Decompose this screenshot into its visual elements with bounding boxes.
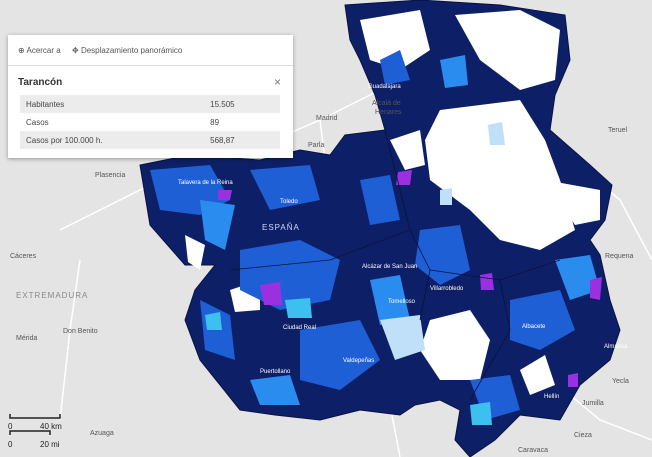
- popup-title: Tarancón: [18, 77, 63, 88]
- place-label: Hellín: [544, 394, 559, 400]
- place-label: Mérida: [16, 335, 38, 342]
- country-label: ESPAÑA: [262, 223, 300, 232]
- place-label: Yecla: [612, 378, 629, 385]
- place-label: Cieza: [574, 432, 592, 439]
- field-value: 15.505: [204, 95, 280, 113]
- close-button[interactable]: ×: [274, 75, 282, 89]
- place-label: Albacete: [522, 324, 546, 330]
- place-label: Parla: [308, 142, 324, 149]
- scale-label: 20 mi: [40, 440, 60, 449]
- place-label: Madrid: [316, 115, 338, 122]
- field-name: Habitantes: [20, 95, 205, 113]
- place-label: Azuaga: [90, 430, 114, 437]
- field-name: Casos: [26, 117, 49, 127]
- province-borders: [229, 129, 561, 401]
- place-label: Puertollano: [260, 369, 291, 375]
- place-label: Guadalajara: [368, 84, 401, 90]
- place-label: Villarrobledo: [430, 286, 464, 292]
- place-label: Caravaca: [518, 447, 548, 454]
- popup: ⊕ Acercar a ✥ Desplazamiento panorámico …: [8, 35, 293, 158]
- scale-bar: [9, 414, 61, 435]
- place-label: Plasencia: [95, 172, 125, 179]
- place-label: Henares: [375, 109, 402, 116]
- place-label: Toledo: [280, 199, 298, 205]
- place-label: Tomelloso: [388, 299, 416, 305]
- field-value: 89: [210, 117, 220, 127]
- place-label: Teruel: [608, 127, 628, 134]
- pan-button[interactable]: ✥ Desplazamiento panorámico: [72, 46, 183, 55]
- place-label: Alcalá de: [372, 100, 401, 107]
- zoom-to-label: Acercar a: [26, 46, 61, 55]
- place-label: Alcázar de San Juan: [362, 264, 417, 270]
- place-label: Almansa: [604, 344, 628, 350]
- place-label: Cáceres: [10, 253, 37, 260]
- place-label: Jumilla: [582, 400, 604, 407]
- place-label: Don Benito: [63, 328, 98, 335]
- attribute-table: Habitantes 15.505 Casos 89 Casos por 100.0…: [20, 95, 280, 149]
- place-label: Valdepeñas: [343, 358, 374, 364]
- place-label: Ciudad Real: [283, 325, 316, 331]
- scale-label: 40 km: [40, 422, 62, 431]
- place-label: Requena: [605, 253, 634, 260]
- municipality-patches: [150, 10, 602, 425]
- pan-label: Desplazamiento panorámico: [80, 46, 183, 55]
- field-value: 568,87: [204, 131, 280, 149]
- field-name: Casos por 100.000 h.: [20, 131, 205, 149]
- zoom-to-button[interactable]: ⊕ Acercar a: [18, 46, 61, 55]
- scale-label: 0: [8, 440, 13, 449]
- place-label: Talavera de la Reina: [178, 180, 233, 186]
- region-label: EXTREMADURA: [16, 291, 88, 300]
- scale-label: 0: [8, 422, 13, 431]
- place-label: Cuenca: [490, 166, 511, 172]
